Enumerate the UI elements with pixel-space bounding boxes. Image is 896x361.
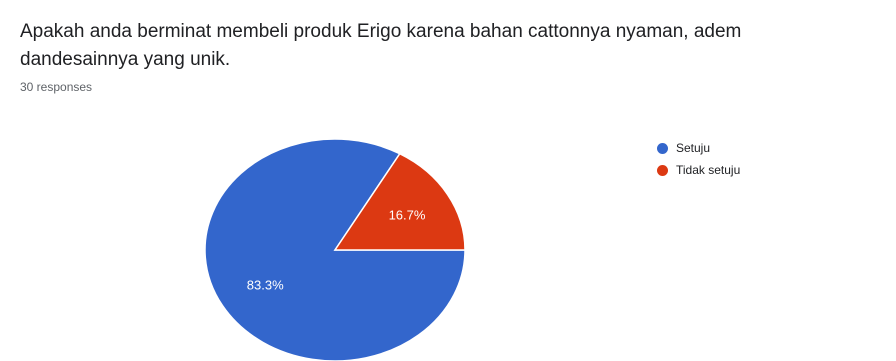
response-count: 30 responses: [20, 80, 93, 94]
chart-legend: Setuju Tidak setuju: [657, 139, 740, 183]
pie-label-setuju: 83.3%: [247, 277, 284, 292]
legend-swatch-tidak-setuju: [657, 164, 668, 176]
legend-label-tidak-setuju: Tidak setuju: [676, 163, 741, 177]
question-line-1: Apakah anda berminat membeli produk Erig…: [20, 21, 742, 42]
pie-slices: [204, 138, 466, 361]
legend-swatch-setuju: [657, 142, 668, 154]
legend-item-setuju[interactable]: Setuju: [657, 139, 740, 157]
legend-label-setuju: Setuju: [676, 141, 711, 155]
pie-slice-tidak-setuju[interactable]: [333, 152, 466, 251]
question-title: Apakah anda berminat membeli produk Erig…: [20, 18, 896, 74]
pie-label-tidak-setuju: 16.7%: [389, 207, 426, 222]
legend-item-tidak-setuju[interactable]: Tidak setuju: [657, 161, 740, 179]
pie-labels: 83.3% 16.7%: [247, 207, 426, 292]
question-line-2: dandesainnya yang unik.: [20, 49, 231, 70]
